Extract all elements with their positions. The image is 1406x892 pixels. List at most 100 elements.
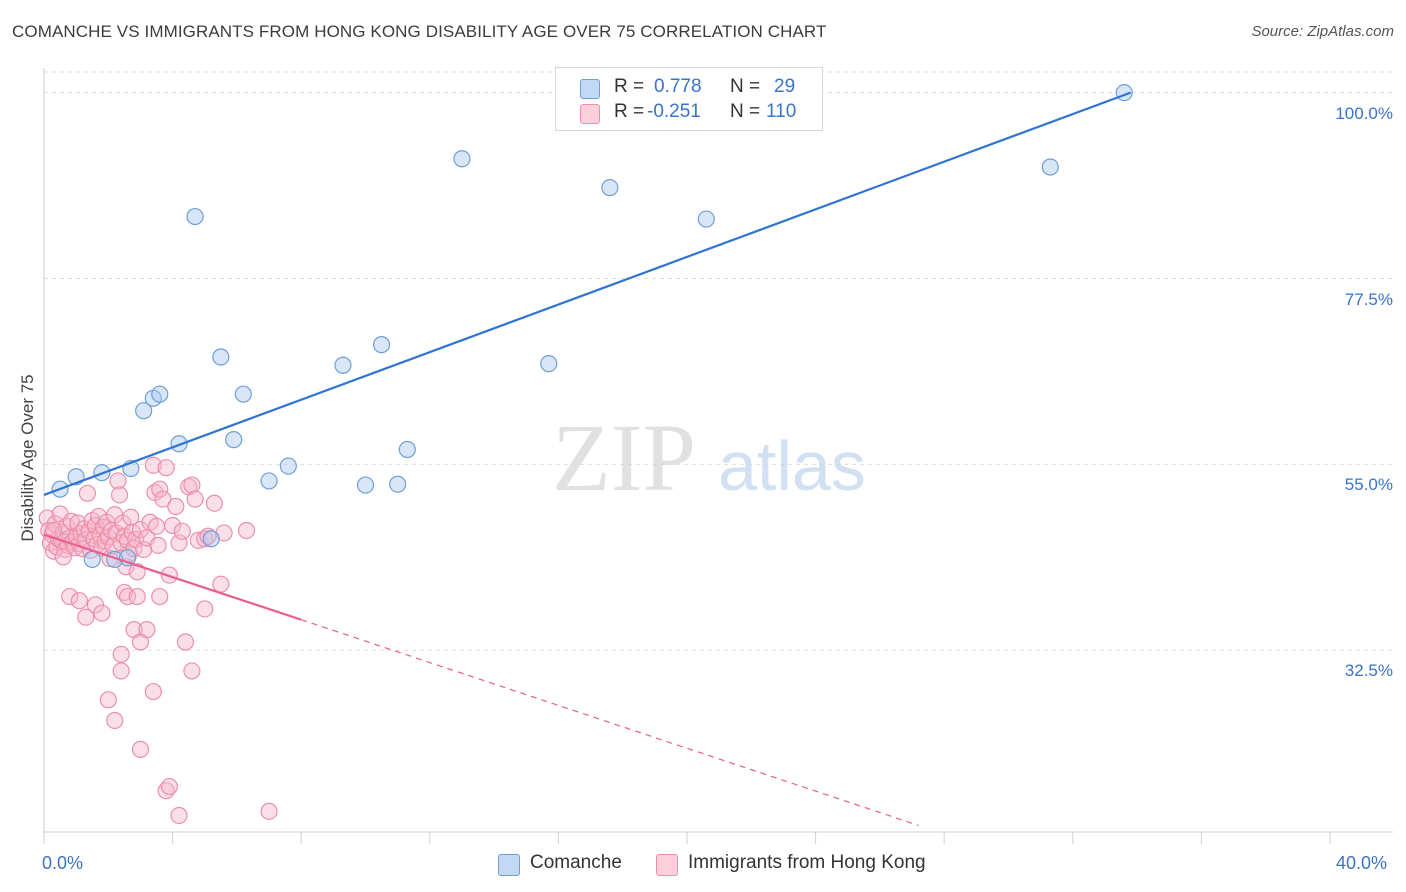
point-hong-kong <box>122 508 140 526</box>
point-comanche <box>601 179 619 197</box>
point-hong-kong <box>128 587 146 606</box>
point-hong-kong <box>112 645 130 663</box>
point-hong-kong <box>118 587 137 606</box>
y-tick-label: 100.0% <box>1335 103 1393 123</box>
point-hong-kong <box>144 456 162 474</box>
point-hong-kong <box>112 662 130 680</box>
point-hong-kong <box>237 521 256 540</box>
legend-swatch-comanche <box>580 79 600 99</box>
bottom-legend-label-hong-kong: Immigrants from Hong Kong <box>688 852 926 873</box>
point-comanche <box>135 402 153 420</box>
legend-n-label: N = <box>730 76 761 97</box>
series-comanche <box>51 84 1133 568</box>
point-hong-kong <box>212 575 230 593</box>
legend-r-value-comanche: 0.778 <box>654 76 702 97</box>
watermark-zip: ZIP <box>552 404 696 511</box>
point-hong-kong <box>157 459 175 477</box>
point-comanche <box>398 440 416 459</box>
legend-n-value-hong-kong: 110 <box>766 101 797 122</box>
series-hong-kong <box>38 456 278 825</box>
point-hong-kong <box>99 691 117 709</box>
point-hong-kong <box>205 494 223 512</box>
point-comanche <box>151 385 169 403</box>
point-comanche <box>186 207 204 226</box>
trend-line-comanche <box>43 91 1132 496</box>
point-comanche <box>334 356 352 374</box>
legend-r-value-hong-kong: -0.251 <box>647 101 701 122</box>
chart-title: COMANCHE VS IMMIGRANTS FROM HONG KONG DI… <box>12 22 827 41</box>
source-attribution: Source: ZipAtlas.com <box>1251 23 1394 40</box>
watermark-atlas: atlas <box>718 427 866 505</box>
grid-lines <box>44 71 1393 651</box>
point-hong-kong <box>173 522 191 540</box>
legend-n-label: N = <box>730 101 761 122</box>
point-hong-kong <box>151 480 169 498</box>
trend-line-hong-kong-extrapolated <box>301 619 919 826</box>
legend-n-value-comanche: 29 <box>774 76 796 97</box>
axes <box>43 68 1393 844</box>
point-hong-kong <box>199 527 217 545</box>
point-hong-kong <box>147 517 166 535</box>
point-hong-kong <box>138 621 156 639</box>
correlation-legend: R = 0.778 N = 29 R = -0.251 N = 110 <box>555 67 823 131</box>
y-tick-label: 55.0% <box>1344 475 1393 495</box>
point-hong-kong <box>131 740 150 758</box>
point-hong-kong <box>93 604 111 622</box>
watermark: ZIP atlas <box>552 404 866 511</box>
point-hong-kong <box>176 633 195 651</box>
point-hong-kong <box>106 711 124 730</box>
bottom-legend-label-comanche: Comanche <box>530 852 622 873</box>
x-tick-label-max: 40.0% <box>1336 853 1388 873</box>
point-hong-kong <box>61 587 79 606</box>
point-comanche <box>212 348 230 366</box>
point-comanche <box>697 210 715 228</box>
point-comanche <box>83 550 101 568</box>
point-hong-kong <box>154 490 172 508</box>
point-comanche <box>106 550 124 568</box>
point-hong-kong <box>196 600 214 618</box>
point-hong-kong <box>196 530 214 548</box>
point-hong-kong <box>109 472 127 490</box>
point-hong-kong <box>164 516 182 535</box>
point-comanche <box>225 431 243 449</box>
point-hong-kong <box>167 497 185 516</box>
point-comanche <box>202 530 220 548</box>
point-hong-kong <box>78 484 97 502</box>
point-hong-kong <box>170 806 188 825</box>
point-hong-kong <box>189 531 207 549</box>
legend-swatch-hong-kong <box>580 104 600 124</box>
point-hong-kong <box>160 777 178 796</box>
legend-r-label: R = <box>614 101 645 122</box>
point-hong-kong <box>77 608 95 626</box>
bottom-legend-swatch-comanche <box>498 854 520 876</box>
point-hong-kong <box>149 536 167 554</box>
y-tick-label: 77.5% <box>1344 289 1393 309</box>
y-tick-label: 32.5% <box>1344 661 1393 681</box>
point-comanche <box>356 476 375 494</box>
point-comanche <box>540 355 558 373</box>
point-comanche <box>453 150 471 168</box>
point-hong-kong <box>183 476 201 494</box>
bottom-legend-swatch-hong-kong <box>656 854 678 876</box>
point-hong-kong <box>151 587 169 606</box>
x-tick-label-min: 0.0% <box>42 853 84 873</box>
legend-r-label: R = <box>614 76 645 97</box>
point-comanche <box>170 435 188 453</box>
point-comanche <box>234 385 252 403</box>
point-hong-kong <box>54 548 72 566</box>
trend-line-hong-kong <box>43 533 302 621</box>
point-hong-kong <box>260 802 278 820</box>
point-comanche <box>260 472 278 490</box>
point-comanche <box>1041 158 1059 176</box>
point-comanche <box>389 475 407 493</box>
point-hong-kong <box>183 662 201 680</box>
y-axis-title: Disability Age Over 75 <box>18 374 37 542</box>
point-comanche <box>372 336 391 354</box>
point-comanche <box>279 457 297 475</box>
point-hong-kong <box>144 682 162 701</box>
point-hong-kong <box>110 486 129 504</box>
point-hong-kong <box>70 592 88 610</box>
trend-lines <box>43 91 1132 826</box>
point-hong-kong <box>186 490 204 508</box>
